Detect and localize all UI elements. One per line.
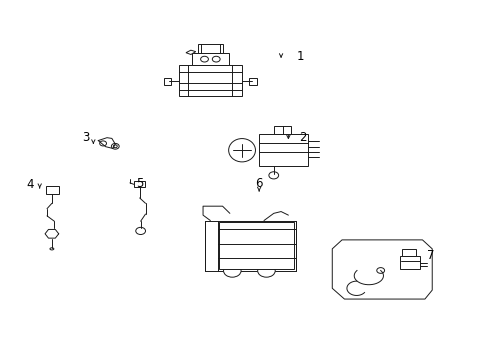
- Circle shape: [111, 143, 119, 149]
- Ellipse shape: [228, 139, 255, 162]
- Bar: [249, 78, 256, 85]
- Polygon shape: [185, 50, 195, 54]
- Text: 6: 6: [255, 177, 263, 190]
- Circle shape: [268, 172, 278, 179]
- Bar: [399, 256, 419, 269]
- Bar: [218, 222, 294, 269]
- Bar: [198, 44, 222, 53]
- Polygon shape: [331, 240, 431, 299]
- Bar: [205, 221, 295, 271]
- Bar: [45, 186, 59, 194]
- Text: 2: 2: [299, 131, 306, 144]
- Ellipse shape: [50, 248, 54, 250]
- Text: 3: 3: [82, 131, 89, 144]
- Text: 1: 1: [296, 50, 304, 63]
- Circle shape: [136, 227, 145, 234]
- Circle shape: [223, 264, 241, 277]
- Bar: [163, 78, 171, 85]
- Text: 4: 4: [26, 178, 34, 191]
- Circle shape: [113, 145, 117, 148]
- Circle shape: [376, 267, 384, 273]
- Bar: [273, 126, 290, 134]
- Text: 5: 5: [136, 177, 143, 190]
- Bar: [401, 249, 415, 256]
- Text: 7: 7: [426, 249, 434, 262]
- Circle shape: [100, 141, 106, 146]
- Circle shape: [212, 56, 220, 62]
- Circle shape: [200, 56, 208, 62]
- Bar: [191, 53, 228, 65]
- Bar: [134, 181, 144, 187]
- Bar: [259, 134, 307, 166]
- Bar: [178, 65, 242, 96]
- Circle shape: [257, 264, 275, 277]
